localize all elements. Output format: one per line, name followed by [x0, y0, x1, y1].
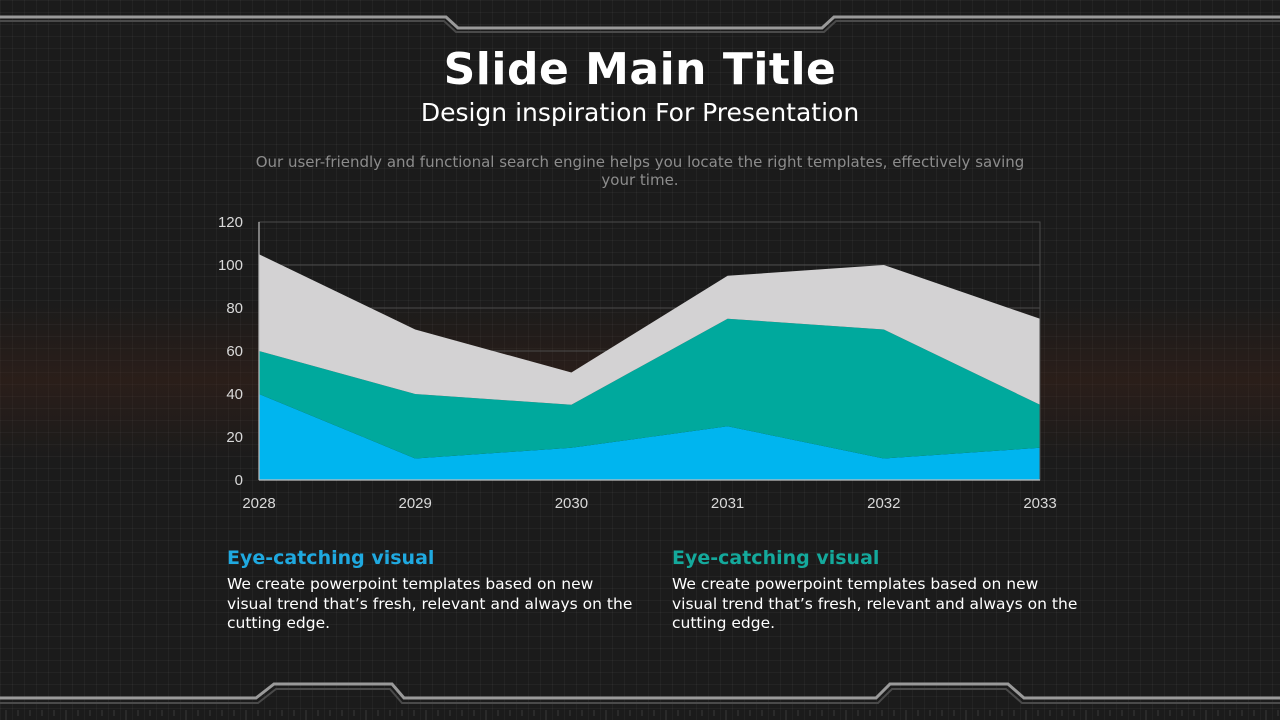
slide-subtitle: Design inspiration For Presentation: [420, 98, 860, 127]
y-tick-label: 120: [218, 214, 243, 231]
x-tick-label: 2032: [867, 495, 900, 512]
y-tick-label: 0: [235, 472, 243, 489]
feature-column-right: Eye-catching visual We create powerpoint…: [672, 547, 1082, 634]
y-tick-label: 40: [226, 386, 243, 403]
feature-column-left: Eye-catching visual We create powerpoint…: [227, 547, 637, 634]
chart-axes: 0 20 40 60 80 100 120 2028 2029 2030 2031 2032 2033: [218, 214, 1057, 512]
y-tick-label: 20: [226, 429, 243, 446]
area-series-1: [259, 394, 1040, 480]
slide-description: Our user-friendly and functional search …: [255, 153, 1025, 189]
chart-areas: [259, 254, 1040, 480]
x-tick-label: 2029: [399, 495, 432, 512]
x-tick-label: 2030: [555, 495, 588, 512]
area-series-3: [259, 254, 1040, 405]
x-tick-label: 2028: [242, 495, 275, 512]
x-tick-label: 2033: [1023, 495, 1056, 512]
slide-title: Slide Main Title: [443, 44, 837, 95]
feature-body-left: We create powerpoint templates based on …: [227, 575, 633, 632]
bottom-frame: [0, 682, 1280, 720]
feature-body-right: We create powerpoint templates based on …: [672, 575, 1078, 632]
x-tick-label: 2031: [711, 495, 744, 512]
y-tick-label: 60: [226, 343, 243, 360]
stacked-area-chart: 0 20 40 60 80 100 120 2028 2029 2030 2031 2032 2033: [218, 214, 1057, 512]
top-frame: [0, 15, 1280, 33]
y-tick-label: 100: [218, 257, 243, 274]
feature-heading-left: Eye-catching visual: [227, 547, 435, 569]
area-series-2: [259, 318, 1040, 459]
y-tick-label: 80: [226, 300, 243, 317]
feature-heading-right: Eye-catching visual: [672, 547, 880, 569]
